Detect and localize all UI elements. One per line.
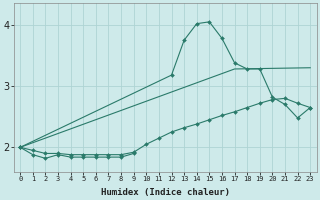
X-axis label: Humidex (Indice chaleur): Humidex (Indice chaleur) bbox=[101, 188, 230, 197]
